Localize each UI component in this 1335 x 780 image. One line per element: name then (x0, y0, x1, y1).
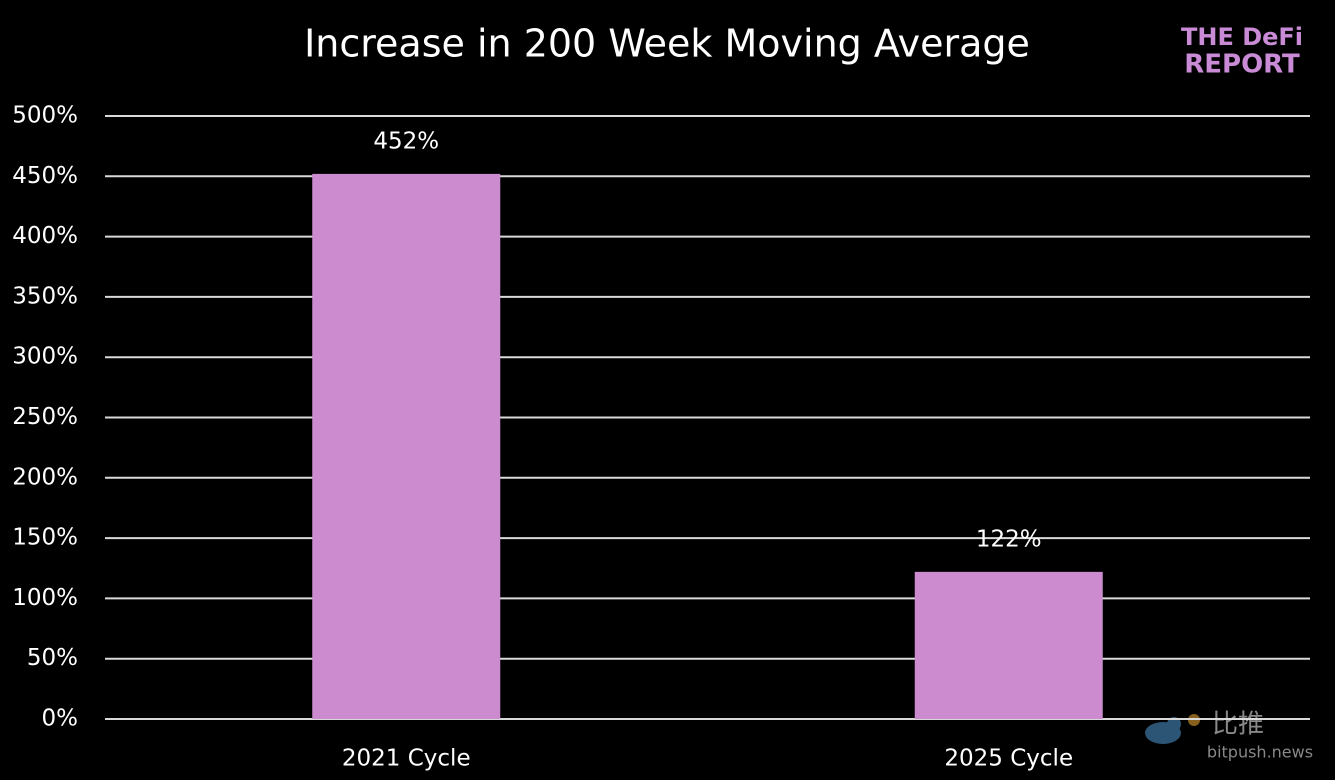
y-tick-label: 400% (12, 223, 78, 249)
y-tick-label: 50% (27, 645, 78, 671)
chart-title: Increase in 200 Week Moving Average (304, 22, 1030, 66)
watermark-name: 比推 (1212, 710, 1264, 740)
logo-line: THE DeFi (1181, 23, 1303, 51)
y-tick-label: 350% (12, 283, 78, 309)
x-tick-label: 2025 Cycle (944, 746, 1073, 772)
y-tick-label: 150% (12, 525, 78, 551)
data-label: 122% (976, 526, 1042, 552)
y-tick-label: 0% (42, 706, 79, 732)
bar (312, 173, 501, 719)
x-tick-label: 2021 Cycle (342, 746, 471, 772)
y-tick-label: 100% (12, 585, 78, 611)
logo-line: REPORT (1184, 50, 1300, 80)
bar (914, 571, 1103, 719)
y-tick-label: 300% (12, 344, 78, 370)
data-label: 452% (373, 128, 439, 154)
y-tick-label: 450% (12, 163, 78, 189)
y-tick-label: 500% (12, 103, 78, 129)
y-tick-label: 200% (12, 464, 78, 490)
watermark-site: bitpush.news (1207, 743, 1313, 762)
y-tick-label: 250% (12, 404, 78, 430)
